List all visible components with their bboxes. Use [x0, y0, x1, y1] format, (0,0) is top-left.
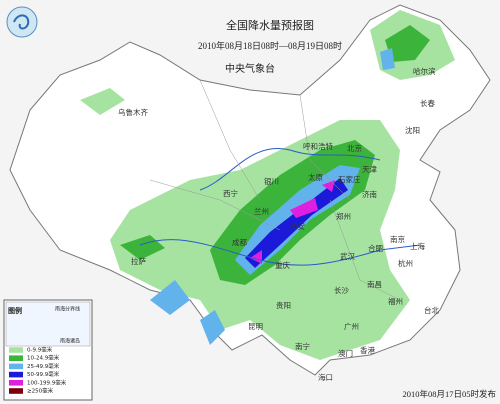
rain-area: [250, 180, 335, 264]
city-label: 哈尔滨: [413, 66, 436, 76]
city-label: 重庆: [275, 260, 290, 270]
map-title: 全国降水量预报图: [226, 18, 314, 32]
city-label: 南京: [390, 234, 405, 244]
city-label: 拉萨: [131, 256, 146, 266]
city-label: 南昌: [367, 279, 382, 289]
rain-area: [245, 178, 348, 268]
city-label: 天津: [362, 165, 377, 174]
city-label: 贵阳: [276, 300, 291, 310]
city-label: 呼和浩特: [303, 141, 333, 151]
city-label: 长沙: [334, 285, 349, 295]
legend-swatch: [9, 371, 23, 378]
city-label: 广州: [344, 321, 359, 331]
city-label: 西宁: [223, 188, 238, 198]
city-label: 武汉: [340, 251, 355, 261]
rain-area: [150, 280, 225, 345]
city-label: 银川: [264, 177, 279, 186]
legend-swatch: [9, 355, 23, 361]
map-period: 2010年08月18日08时—08月19日08时: [198, 40, 342, 51]
city-label: 郑州: [336, 211, 351, 221]
city-label: 沈阳: [405, 125, 420, 135]
legend-label: 25-49.9毫米: [27, 362, 60, 370]
city-label: 澳门: [338, 348, 353, 358]
legend-boundary-label: 南海分界线: [55, 306, 80, 313]
legend-swatch: [9, 363, 23, 370]
legend-swatch: [9, 347, 23, 353]
rain-area: [385, 25, 430, 62]
city-label: 杭州: [398, 258, 413, 268]
map-issuer: 中央气象台: [225, 62, 275, 75]
logo-mark: [13, 14, 30, 30]
rain-areas: [80, 10, 455, 360]
city-label: 南宁: [295, 341, 310, 351]
rain-area: [80, 88, 125, 115]
city-label: 合肥: [368, 243, 383, 253]
city-label: 成都: [232, 237, 247, 247]
city-label: 西安: [290, 221, 305, 231]
city-label: 上海: [410, 241, 425, 251]
logo-circle: [6, 6, 38, 38]
issued-time: 2010年08月17日05时发布: [402, 389, 496, 399]
legend-label: 100-199.9毫米: [27, 378, 67, 386]
legend-label: 10-24.9毫米: [27, 354, 60, 362]
legend-inset-label: 南海诸岛: [60, 338, 80, 345]
city-labels: 乌鲁木齐 哈尔滨 长春 沈阳 呼和浩特 北京 天津 银川 西宁 兰州 太原 石家…: [118, 66, 439, 382]
city-label: 长春: [420, 98, 435, 108]
river: [139, 239, 421, 266]
city-label: 乌鲁木齐: [118, 107, 148, 117]
city-label: 昆明: [248, 322, 263, 331]
logo: [6, 6, 38, 38]
city-label: 太原: [308, 172, 323, 182]
legend-items: 0-9.9毫米10-24.9毫米25-49.9毫米50-99.9毫米100-19…: [9, 346, 67, 395]
legend-label: 0-9.9毫米: [27, 346, 53, 354]
legend-swatch: [9, 380, 23, 386]
legend-swatch: [9, 388, 23, 394]
legend-title: 图例: [8, 306, 22, 315]
city-label: 石家庄: [338, 174, 361, 184]
legend-label: ≥250毫米: [27, 387, 54, 395]
city-label: 香港: [360, 345, 375, 355]
city-label: 北京: [347, 143, 362, 153]
city-label: 济南: [362, 189, 377, 199]
river: [199, 147, 381, 191]
city-label: 海口: [318, 372, 333, 382]
legend: 图例 南海分界线 南海诸岛 0-9.9毫米10-24.9毫米25-49.9毫米5…: [3, 299, 93, 401]
rain-area: [380, 48, 395, 70]
legend-label: 50-99.9毫米: [27, 370, 60, 378]
city-label: 兰州: [254, 206, 269, 216]
province-boundaries: [149, 79, 401, 301]
city-label: 台北: [424, 305, 439, 315]
city-label: 福州: [388, 297, 403, 306]
inset-map: [5, 301, 91, 347]
